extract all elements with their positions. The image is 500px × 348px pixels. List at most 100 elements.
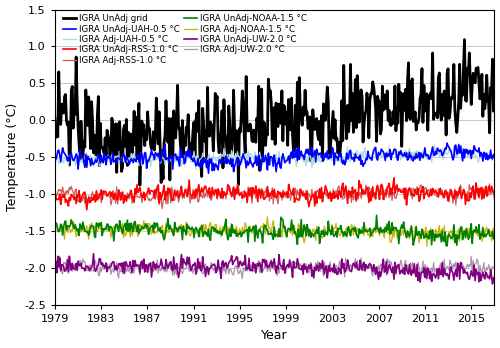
- IGRA UnAdj grid: [137, 183, 143, 187]
- IGRA Adj-UAH-0.5 °C: [447, 148, 453, 152]
- IGRA UnAdj-RSS-1.0 °C: [391, 176, 397, 180]
- IGRA Adj-RSS-1.0 °C: [492, 197, 498, 201]
- IGRA UnAdj-RSS-1.0 °C: [246, 187, 252, 191]
- IGRA Adj-UAH-0.5 °C: [492, 152, 498, 157]
- IGRA UnAdj-NOAA-1.5 °C: [245, 240, 251, 244]
- IGRA UnAdj-UAH-0.5 °C: [268, 155, 274, 159]
- IGRA UnAdj-NOAA-1.5 °C: [52, 222, 58, 227]
- IGRA Adj-UW-2.0 °C: [284, 263, 290, 267]
- IGRA UnAdj grid: [52, 116, 58, 120]
- IGRA Adj-UW-2.0 °C: [492, 266, 498, 270]
- IGRA Adj-UW-2.0 °C: [425, 269, 431, 274]
- IGRA UnAdj grid: [268, 101, 274, 105]
- Line: IGRA Adj-UW-2.0 °C: IGRA Adj-UW-2.0 °C: [55, 256, 494, 278]
- IGRA UnAdj-UAH-0.5 °C: [276, 156, 282, 160]
- IGRA Adj-UAH-0.5 °C: [193, 167, 199, 172]
- IGRA Adj-NOAA-1.5 °C: [268, 233, 274, 237]
- IGRA UnAdj-UAH-0.5 °C: [246, 161, 252, 165]
- IGRA Adj-RSS-1.0 °C: [424, 188, 430, 192]
- IGRA UnAdj-UAH-0.5 °C: [206, 171, 212, 175]
- IGRA Adj-UW-2.0 °C: [247, 268, 253, 272]
- Legend: IGRA UnAdj grid, IGRA UnAdj-UAH-0.5 °C, IGRA Adj-UAH-0.5 °C, IGRA UnAdj-RSS-1.0 : IGRA UnAdj grid, IGRA UnAdj-UAH-0.5 °C, …: [59, 11, 310, 68]
- IGRA Adj-RSS-1.0 °C: [446, 200, 452, 204]
- IGRA Adj-UW-2.0 °C: [277, 265, 283, 269]
- IGRA UnAdj-RSS-1.0 °C: [492, 191, 498, 195]
- IGRA UnAdj-RSS-1.0 °C: [425, 192, 431, 197]
- IGRA Adj-NOAA-1.5 °C: [424, 244, 430, 248]
- IGRA UnAdj grid: [492, 100, 498, 104]
- IGRA Adj-UW-2.0 °C: [447, 258, 453, 262]
- IGRA UnAdj-UAH-0.5 °C: [444, 141, 450, 145]
- IGRA UnAdj-NOAA-1.5 °C: [492, 232, 498, 236]
- Line: IGRA UnAdj-UAH-0.5 °C: IGRA UnAdj-UAH-0.5 °C: [55, 143, 494, 173]
- IGRA Adj-NOAA-1.5 °C: [52, 230, 58, 235]
- IGRA Adj-UW-2.0 °C: [240, 276, 246, 280]
- IGRA UnAdj grid: [462, 38, 468, 42]
- IGRA Adj-RSS-1.0 °C: [52, 184, 58, 188]
- IGRA Adj-UW-2.0 °C: [52, 260, 58, 264]
- IGRA UnAdj-NOAA-1.5 °C: [444, 244, 450, 248]
- IGRA Adj-NOAA-1.5 °C: [276, 234, 282, 238]
- IGRA UnAdj-UAH-0.5 °C: [284, 159, 290, 163]
- Line: IGRA UnAdj-NOAA-1.5 °C: IGRA UnAdj-NOAA-1.5 °C: [55, 215, 494, 246]
- IGRA UnAdj-UW-2.0 °C: [268, 259, 274, 263]
- IGRA Adj-UAH-0.5 °C: [284, 158, 290, 162]
- Line: IGRA Adj-UAH-0.5 °C: IGRA Adj-UAH-0.5 °C: [55, 145, 494, 169]
- Line: IGRA UnAdj-UW-2.0 °C: IGRA UnAdj-UW-2.0 °C: [55, 254, 494, 284]
- Line: IGRA UnAdj grid: IGRA UnAdj grid: [55, 40, 494, 185]
- IGRA UnAdj-RSS-1.0 °C: [447, 191, 453, 196]
- IGRA UnAdj-UAH-0.5 °C: [52, 152, 58, 156]
- IGRA UnAdj-UW-2.0 °C: [284, 264, 290, 268]
- IGRA UnAdj-RSS-1.0 °C: [284, 190, 290, 194]
- IGRA UnAdj-UW-2.0 °C: [446, 277, 452, 281]
- IGRA Adj-RSS-1.0 °C: [284, 191, 290, 195]
- IGRA UnAdj-RSS-1.0 °C: [84, 208, 90, 212]
- IGRA UnAdj-RSS-1.0 °C: [276, 191, 282, 196]
- IGRA UnAdj grid: [284, 110, 290, 114]
- IGRA UnAdj-NOAA-1.5 °C: [374, 213, 380, 218]
- IGRA UnAdj-UW-2.0 °C: [424, 276, 430, 280]
- IGRA UnAdj grid: [424, 92, 430, 96]
- IGRA Adj-UAH-0.5 °C: [276, 149, 282, 153]
- IGRA Adj-NOAA-1.5 °C: [245, 230, 251, 234]
- IGRA Adj-UW-2.0 °C: [270, 262, 276, 266]
- IGRA Adj-UAH-0.5 °C: [432, 143, 438, 148]
- X-axis label: Year: Year: [262, 330, 288, 342]
- IGRA UnAdj grid: [246, 128, 252, 133]
- IGRA UnAdj-UW-2.0 °C: [246, 256, 252, 260]
- Line: IGRA UnAdj-RSS-1.0 °C: IGRA UnAdj-RSS-1.0 °C: [55, 178, 494, 210]
- IGRA UnAdj-UW-2.0 °C: [52, 265, 58, 269]
- IGRA UnAdj grid: [446, 116, 452, 120]
- IGRA Adj-RSS-1.0 °C: [159, 206, 165, 211]
- IGRA UnAdj-UW-2.0 °C: [492, 275, 498, 279]
- IGRA UnAdj-NOAA-1.5 °C: [268, 232, 274, 236]
- IGRA Adj-NOAA-1.5 °C: [447, 231, 453, 235]
- IGRA Adj-UAH-0.5 °C: [424, 157, 430, 161]
- Line: IGRA Adj-NOAA-1.5 °C: IGRA Adj-NOAA-1.5 °C: [55, 217, 494, 246]
- IGRA Adj-UAH-0.5 °C: [52, 159, 58, 164]
- IGRA UnAdj-UAH-0.5 °C: [492, 154, 498, 158]
- Y-axis label: Temperature (°C): Temperature (°C): [6, 103, 18, 211]
- IGRA Adj-NOAA-1.5 °C: [492, 235, 498, 239]
- IGRA UnAdj-NOAA-1.5 °C: [275, 235, 281, 239]
- Line: IGRA Adj-RSS-1.0 °C: IGRA Adj-RSS-1.0 °C: [55, 184, 494, 208]
- IGRA Adj-UAH-0.5 °C: [268, 156, 274, 160]
- IGRA UnAdj grid: [276, 102, 282, 106]
- IGRA Adj-NOAA-1.5 °C: [425, 229, 431, 233]
- IGRA UnAdj-RSS-1.0 °C: [52, 191, 58, 195]
- IGRA Adj-UAH-0.5 °C: [246, 158, 252, 162]
- IGRA Adj-NOAA-1.5 °C: [284, 233, 290, 237]
- IGRA UnAdj-UAH-0.5 °C: [424, 153, 430, 158]
- IGRA Adj-RSS-1.0 °C: [486, 182, 492, 186]
- IGRA UnAdj-RSS-1.0 °C: [268, 191, 274, 195]
- IGRA UnAdj-NOAA-1.5 °C: [424, 235, 430, 239]
- IGRA UnAdj-UW-2.0 °C: [276, 253, 282, 257]
- IGRA Adj-NOAA-1.5 °C: [264, 215, 270, 219]
- IGRA Adj-RSS-1.0 °C: [246, 192, 252, 197]
- IGRA UnAdj-UW-2.0 °C: [490, 282, 496, 286]
- IGRA UnAdj-UAH-0.5 °C: [447, 148, 453, 152]
- IGRA UnAdj-NOAA-1.5 °C: [447, 234, 453, 238]
- IGRA Adj-RSS-1.0 °C: [276, 191, 282, 196]
- IGRA UnAdj-UW-2.0 °C: [90, 252, 96, 256]
- IGRA Adj-UW-2.0 °C: [56, 254, 62, 258]
